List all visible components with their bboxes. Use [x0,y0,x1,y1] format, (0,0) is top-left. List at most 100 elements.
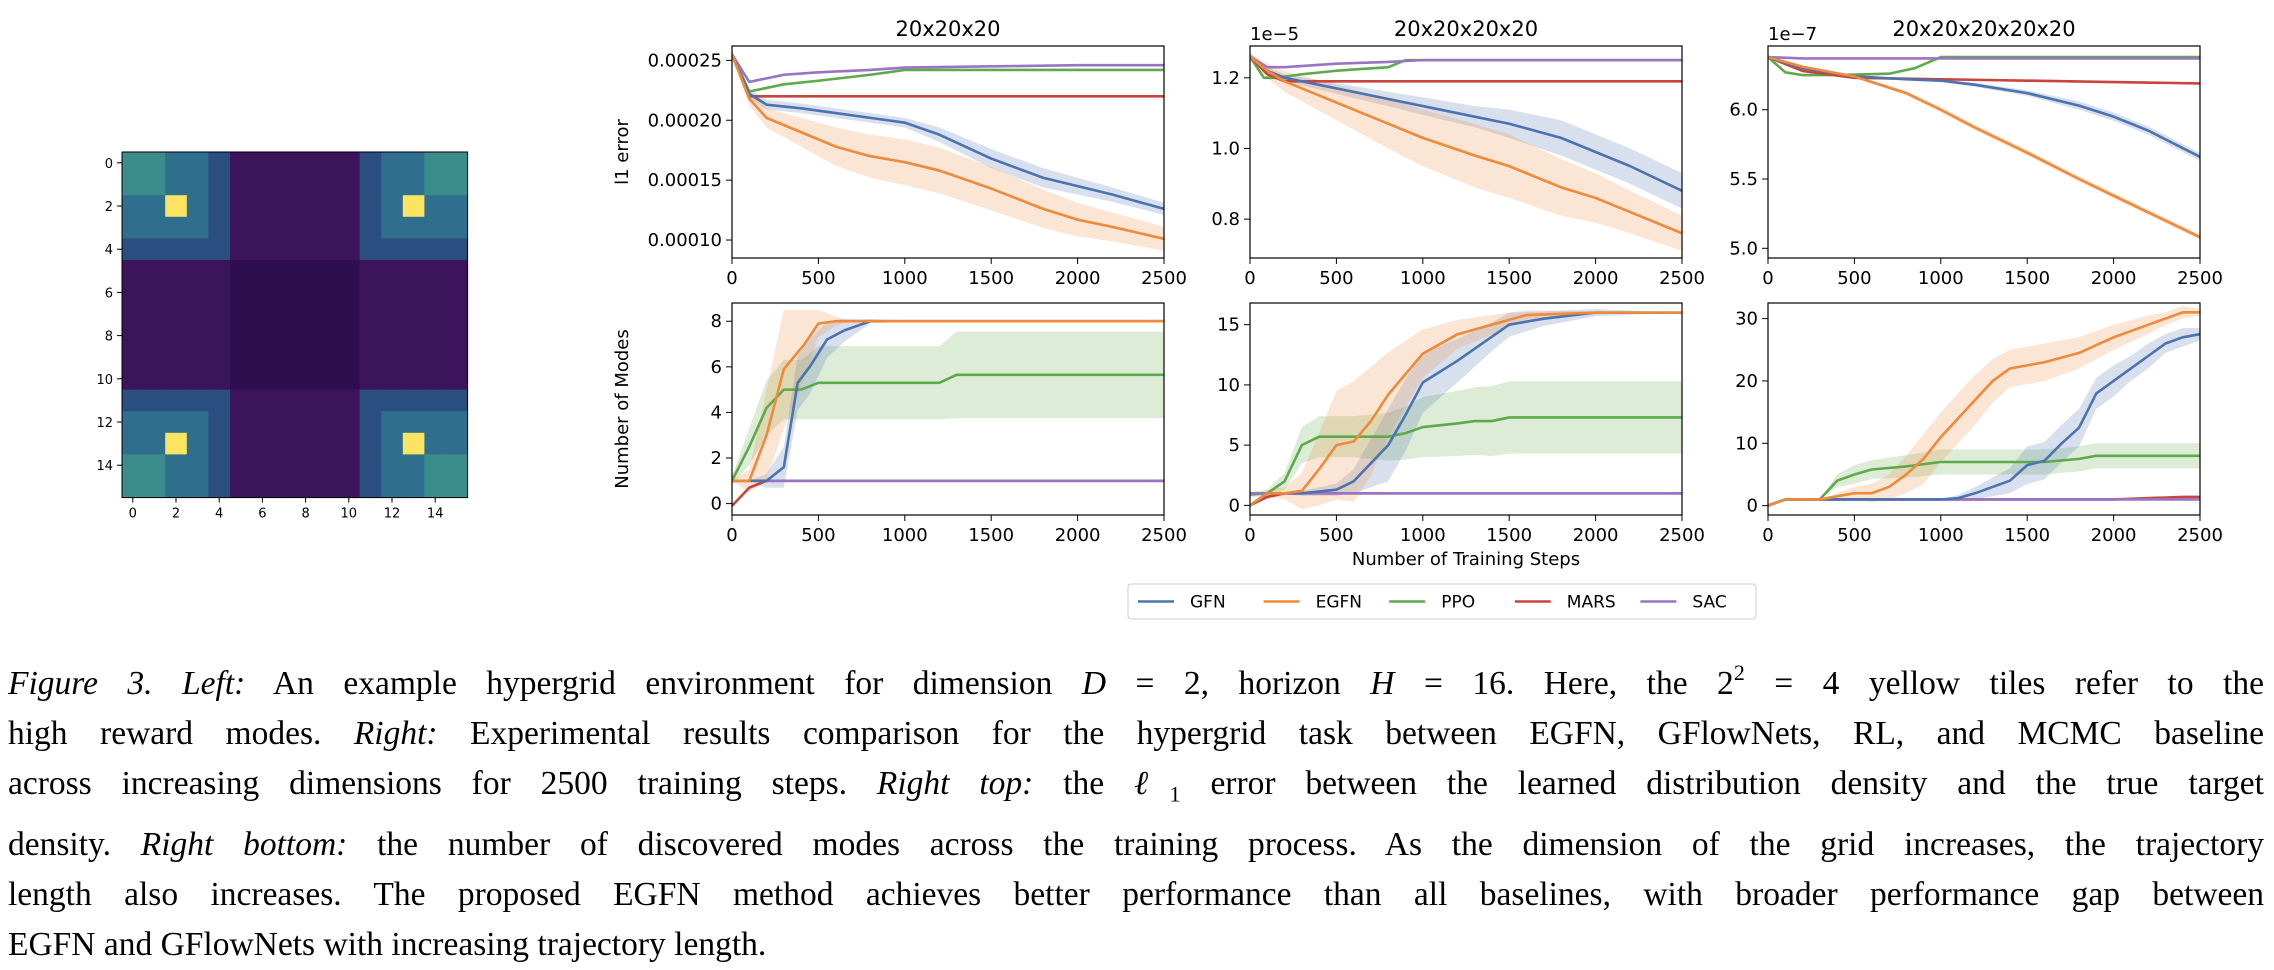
band-egfn [732,49,1164,251]
xtick-label: 2500 [1141,525,1187,546]
heatmap-cell [208,476,231,498]
heatmap-cell [122,195,144,218]
heatmap-cell [251,454,274,477]
heatmap-ytick-label: 4 [105,243,113,258]
heatmap-cell [316,152,339,174]
heatmap-cell [424,324,447,347]
heatmap-cell [359,260,382,282]
ytick-label: 1.0 [1211,138,1240,159]
heatmap-xtick-label: 10 [341,507,358,522]
plot-title: 20x20x20 [895,17,1000,41]
heatmap-cell [251,411,274,434]
heatmap-cell [338,303,360,326]
heatmap-cell [208,324,231,347]
heatmap-cell [381,411,404,434]
heatmap-cell [143,389,166,412]
line-egfn [1768,311,2200,507]
heatmap-cell [186,216,209,239]
band-egfn [1250,310,1682,509]
heatmap-frame [121,151,469,499]
heatmap-cell [294,238,317,261]
heatmap-cell [381,454,404,477]
heatmap-cell [381,303,404,326]
heatmap-cell [446,303,468,326]
caption-line-6: EGFN and GFlowNets with increasing traje… [8,925,767,963]
heatmap-cell [402,454,425,477]
heatmap-cell [208,216,231,239]
heatmap-cell [381,195,404,218]
heatmap-cell [381,173,404,196]
heatmap-cell [122,476,144,498]
heatmap-cell [230,454,252,477]
heatmap-cell [230,173,252,196]
heatmap-cell [208,411,231,434]
xtick-label: 0 [1762,525,1773,546]
line-egfn [732,53,1164,241]
heatmap-cell [446,389,468,412]
heatmap-cell [273,454,296,477]
heatmap-cell [186,173,209,196]
heatmap-cell [273,173,296,196]
ytick-label: 6.0 [1729,100,1758,121]
plot-panel: 0 500 1000 1500 2000 2500 0.00010 0.00015 0.0002… [612,17,1187,289]
xtick-label: 1000 [1918,268,1964,289]
heatmap-cell [338,152,360,174]
ytick-label: 5 [1229,435,1240,456]
heatmap-cell [381,432,404,455]
legend-box [1127,583,1757,620]
heatmap-xtick-label: 0 [129,507,137,522]
heatmap-ytick-label: 12 [96,416,113,431]
ytick-label: 0.00020 [648,110,722,131]
heatmap-cell [294,281,317,304]
heatmap-cell [424,476,447,498]
plot-title: 20x20x20x20 [1394,17,1538,41]
plot-area [1768,306,2200,507]
xtick-label: 1000 [882,525,928,546]
heatmap-cell [273,432,296,455]
heatmap-cell [338,238,360,261]
plot-panel: 0 500 1000 1500 2000 2500 0.8 1.0 1.2 20x20x20x20… [1211,17,1705,289]
heatmap-cell [294,195,317,218]
heatmap-cell [143,411,166,434]
xtick-label: 500 [801,525,835,546]
ytick-label: 1.2 [1211,68,1240,89]
xtick-label: 2500 [1659,268,1705,289]
heatmap-cell [446,173,468,196]
heatmap-cell [273,411,296,434]
heatmap-cell [446,195,468,218]
ytick-label: 0 [1229,495,1240,516]
heatmap-cell [381,346,404,369]
heatmap-xtick-label: 12 [384,507,401,522]
heatmap-cell [208,281,231,304]
heatmap-cell [122,324,144,347]
heatmap-cell [359,346,382,369]
heatmap-cell [359,152,382,174]
heatmap-cell [186,432,209,455]
heatmap-cell [186,195,209,218]
heatmap-cell [424,432,447,455]
heatmap-cell [186,152,209,174]
heatmap-cell [402,476,425,498]
heatmap-cell [230,152,252,174]
heatmap-cell [316,303,339,326]
heatmap-cell [122,152,144,174]
heatmap-ytick-label: 2 [105,200,113,215]
heatmap-cell [273,238,296,261]
xtick-label: 1000 [1400,268,1446,289]
heatmap-cell [381,368,404,390]
ytick-label: 5.5 [1729,169,1758,190]
heatmap-cell [251,303,274,326]
heatmap-cell [251,238,274,261]
xtick-label: 2000 [1055,268,1101,289]
heatmap-cell [316,260,339,282]
heatmap-cell [143,368,166,390]
heatmap-cell [424,152,447,174]
heatmap-cell [446,346,468,369]
heatmap-cell [402,152,425,174]
heatmap-cell [273,303,296,326]
heatmap-cell [446,454,468,477]
caption-line-2: high reward modes. Right: Experimental r… [8,715,2265,752]
plot-frame [1249,45,1683,259]
heatmap-cell [251,152,274,174]
